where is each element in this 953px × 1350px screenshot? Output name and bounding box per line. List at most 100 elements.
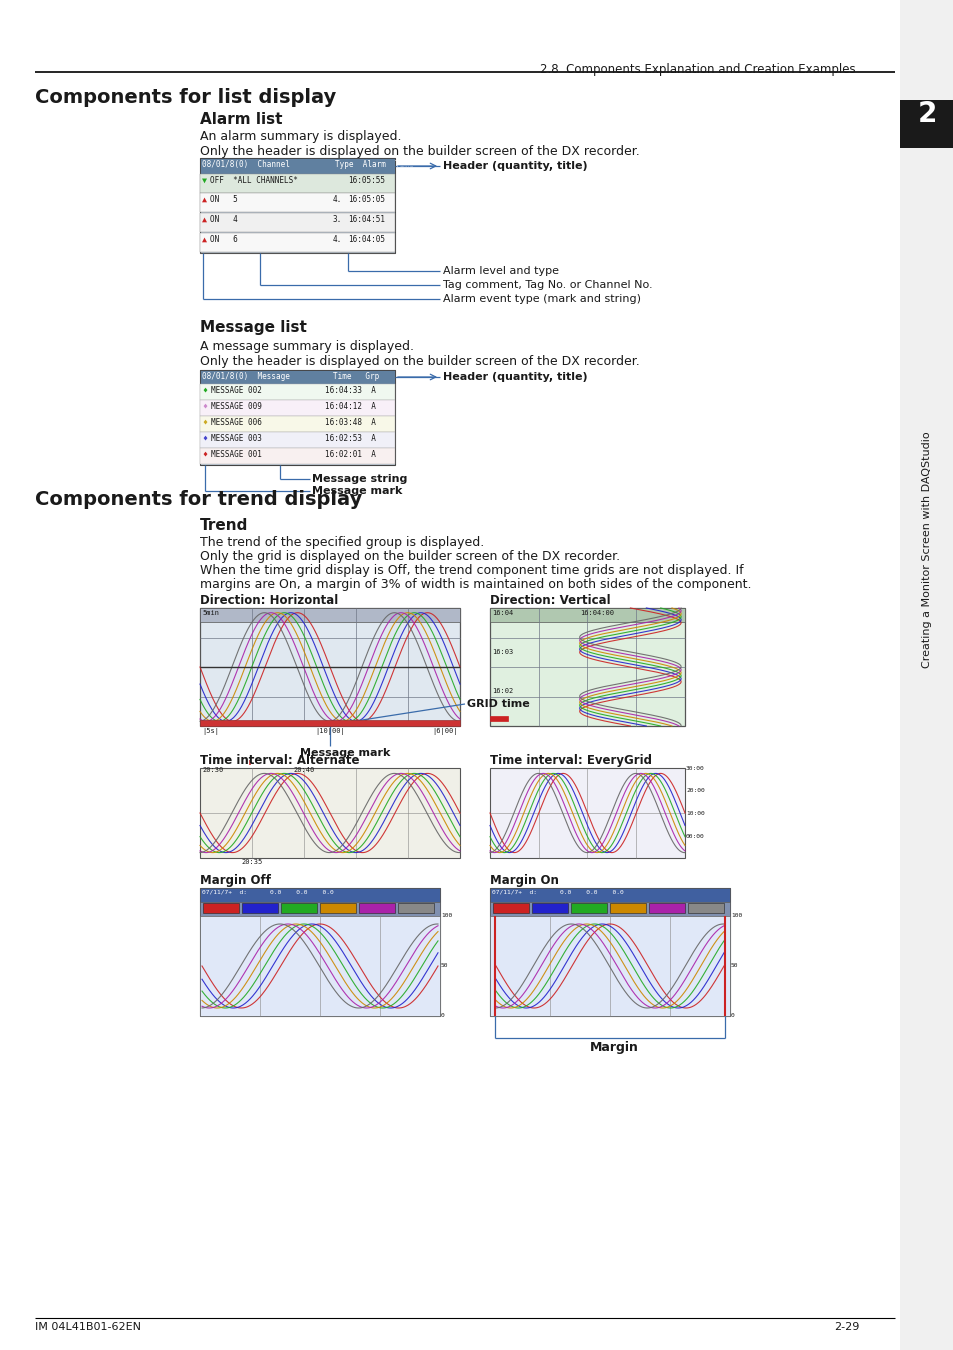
Bar (493, 903, 529, 913)
Bar (200, 888, 439, 1017)
Text: 30:00: 30:00 (685, 765, 704, 771)
Text: Direction: Horizontal: Direction: Horizontal (200, 594, 338, 608)
Text: ▲: ▲ (202, 235, 207, 244)
Text: 07/11/7+  d:: 07/11/7+ d: (202, 890, 247, 895)
Text: 20:00: 20:00 (685, 788, 704, 794)
Text: Margin On: Margin On (490, 873, 558, 887)
Text: 50: 50 (440, 963, 448, 968)
Text: 16:03: 16:03 (492, 649, 513, 655)
Text: The trend of the specified group is displayed.: The trend of the specified group is disp… (200, 536, 484, 549)
Text: 16:04:33  A: 16:04:33 A (325, 386, 375, 396)
Bar (200, 158, 395, 252)
Text: MESSAGE 002: MESSAGE 002 (211, 386, 262, 396)
Text: 4.: 4. (333, 235, 342, 244)
Bar (532, 903, 567, 913)
Bar (200, 917, 439, 1017)
Bar (571, 903, 606, 913)
Text: 2-29: 2-29 (834, 1322, 859, 1332)
Text: 16:03:48  A: 16:03:48 A (325, 418, 375, 427)
Bar (200, 383, 395, 400)
Bar (609, 903, 645, 913)
Text: 5min: 5min (202, 610, 219, 616)
Text: 0.0    0.0    0.0: 0.0 0.0 0.0 (270, 890, 334, 895)
Text: Header (quantity, title): Header (quantity, title) (442, 161, 587, 171)
Bar (358, 903, 395, 913)
Bar (200, 158, 395, 174)
Text: Alarm event type (mark and string): Alarm event type (mark and string) (442, 294, 640, 304)
Text: 08/01/8(0)  Message: 08/01/8(0) Message (202, 373, 290, 381)
Text: IM 04L41B01-62EN: IM 04L41B01-62EN (35, 1322, 141, 1332)
Text: 100: 100 (730, 913, 741, 918)
Bar (397, 903, 434, 913)
Text: 16:04:51: 16:04:51 (348, 215, 385, 224)
Text: ♦: ♦ (202, 450, 207, 459)
Text: 16:05:55: 16:05:55 (348, 176, 385, 185)
Bar (490, 902, 729, 917)
Text: margins are On, a margin of 3% of width is maintained on both sides of the compo: margins are On, a margin of 3% of width … (200, 578, 751, 591)
Text: 20:30: 20:30 (202, 767, 223, 774)
Text: 16:02:01  A: 16:02:01 A (325, 450, 375, 459)
Text: GRID time: GRID time (467, 699, 529, 709)
Text: MESSAGE 009: MESSAGE 009 (211, 402, 262, 410)
Bar (200, 213, 395, 232)
Text: 16:02: 16:02 (492, 688, 513, 694)
Text: Time   Grp: Time Grp (333, 373, 379, 381)
Text: 20:35: 20:35 (241, 859, 262, 865)
Bar (200, 174, 395, 193)
Text: MESSAGE 003: MESSAGE 003 (211, 433, 262, 443)
Text: When the time grid display is Off, the trend component time grids are not displa: When the time grid display is Off, the t… (200, 564, 742, 576)
Text: ♦: ♦ (202, 402, 207, 410)
Text: 10:00: 10:00 (685, 811, 704, 815)
Text: ▼: ▼ (202, 176, 207, 185)
Bar (200, 902, 439, 917)
Bar (490, 917, 729, 1017)
Text: Components for list display: Components for list display (35, 88, 335, 107)
Text: Tag comment, Tag No. or Channel No.: Tag comment, Tag No. or Channel No. (442, 279, 652, 290)
Bar (203, 903, 239, 913)
Text: |5s|: |5s| (202, 728, 219, 734)
Bar (687, 903, 723, 913)
Text: 50: 50 (730, 963, 738, 968)
Text: 16:04:12  A: 16:04:12 A (325, 402, 375, 410)
Text: |6|00|: |6|00| (432, 728, 457, 734)
Text: Only the grid is displayed on the builder screen of the DX recorder.: Only the grid is displayed on the builde… (200, 549, 619, 563)
Bar (200, 193, 395, 212)
Text: Margin: Margin (589, 1041, 639, 1054)
Bar (490, 888, 729, 902)
Bar (319, 903, 355, 913)
Text: 16:04: 16:04 (492, 610, 513, 616)
Text: OFF  *ALL CHANNELS*: OFF *ALL CHANNELS* (210, 176, 297, 185)
Text: 3.: 3. (333, 215, 342, 224)
Text: 4.: 4. (333, 194, 342, 204)
Text: Message mark: Message mark (312, 486, 402, 495)
Text: ♦: ♦ (202, 433, 207, 443)
Bar (200, 720, 459, 726)
Text: Creating a Monitor Screen with DAQStudio: Creating a Monitor Screen with DAQStudio (921, 432, 931, 668)
Text: Margin Off: Margin Off (200, 873, 271, 887)
Text: ON   5: ON 5 (210, 194, 237, 204)
Text: MESSAGE 006: MESSAGE 006 (211, 418, 262, 427)
Text: 07/11/7+  d:: 07/11/7+ d: (492, 890, 537, 895)
Text: 0.0    0.0    0.0: 0.0 0.0 0.0 (559, 890, 623, 895)
Text: 0: 0 (730, 1012, 734, 1018)
Text: 20:40: 20:40 (294, 767, 314, 774)
Text: 00:00: 00:00 (685, 833, 704, 838)
Bar (899, 0, 953, 1350)
Text: MESSAGE 001: MESSAGE 001 (211, 450, 262, 459)
Text: 100: 100 (440, 913, 452, 918)
Bar (200, 400, 395, 416)
Bar (200, 416, 395, 432)
Text: Direction: Vertical: Direction: Vertical (490, 594, 610, 608)
Text: Type  Alarm  Time: Type Alarm Time (335, 161, 414, 169)
Text: ♦: ♦ (202, 418, 207, 427)
Bar (200, 370, 395, 464)
Text: 16:02:53  A: 16:02:53 A (325, 433, 375, 443)
Bar (490, 608, 684, 726)
Text: ON   6: ON 6 (210, 235, 237, 244)
Bar (200, 432, 395, 448)
Bar (490, 608, 684, 622)
Text: 2.8  Components Explanation and Creation Examples: 2.8 Components Explanation and Creation … (539, 63, 855, 76)
Bar (490, 768, 684, 859)
Bar (200, 608, 459, 622)
Text: 16:05:05: 16:05:05 (348, 194, 385, 204)
